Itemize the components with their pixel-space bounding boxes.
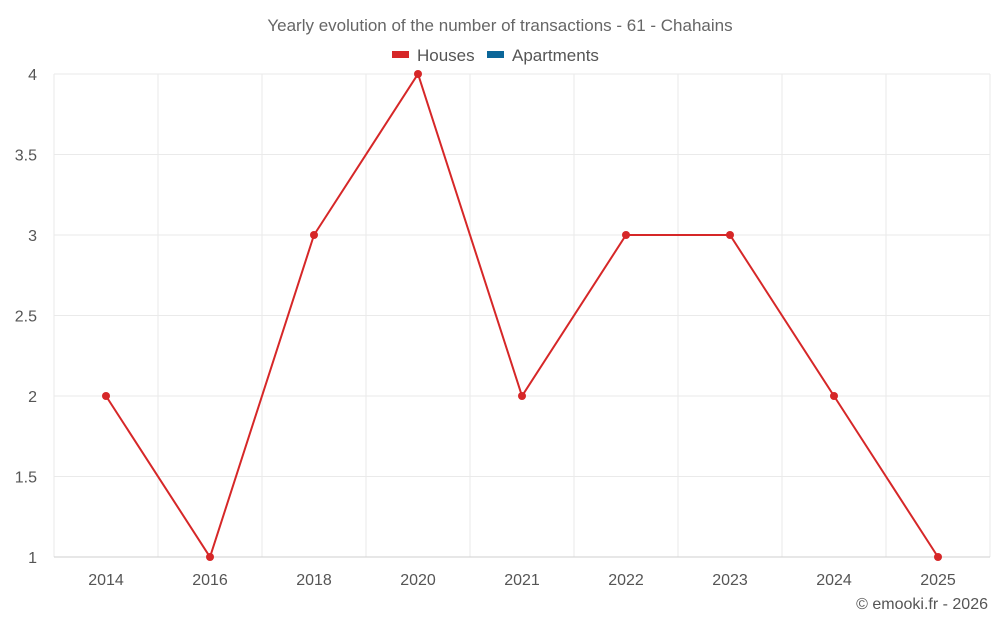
y-tick-label: 1.5 [15,470,37,487]
y-tick-label: 2 [28,389,37,406]
x-tick-label: 2023 [712,572,748,589]
legend-label-houses: Houses [417,46,475,65]
x-tick-label: 2018 [296,572,332,589]
y-tick-label: 4 [28,67,37,84]
legend-item-apartments[interactable]: Apartments [487,46,599,65]
series-houses [102,70,942,561]
x-axis: 2014 2016 2018 2020 2021 2022 2023 2024 2025 [54,556,990,589]
data-point[interactable] [934,553,942,561]
data-point[interactable] [726,231,734,239]
legend-swatch-houses [392,51,409,58]
y-axis: 1 1.5 2 2.5 3 3.5 4 [15,67,37,567]
legend-swatch-apartments [487,51,504,58]
data-point[interactable] [622,231,630,239]
legend-label-apartments: Apartments [512,46,599,65]
data-point[interactable] [310,231,318,239]
x-tick-label: 2020 [400,572,436,589]
data-point[interactable] [102,392,110,400]
credit-text: © emooki.fr - 2026 [856,596,988,613]
chart-title: Yearly evolution of the number of transa… [267,16,732,35]
data-point[interactable] [830,392,838,400]
y-tick-label: 2.5 [15,309,37,326]
x-tick-label: 2022 [608,572,644,589]
y-tick-label: 3 [28,228,37,245]
x-tick-label: 2024 [816,572,852,589]
x-tick-label: 2025 [920,572,956,589]
y-tick-label: 3.5 [15,148,37,165]
data-point[interactable] [414,70,422,78]
legend: Houses Apartments [392,46,599,65]
legend-item-houses[interactable]: Houses [392,46,475,65]
gridlines [53,73,991,558]
x-tick-label: 2021 [504,572,540,589]
x-tick-label: 2016 [192,572,228,589]
data-point[interactable] [206,553,214,561]
data-point[interactable] [518,392,526,400]
x-tick-label: 2014 [88,572,124,589]
y-tick-label: 1 [28,550,37,567]
